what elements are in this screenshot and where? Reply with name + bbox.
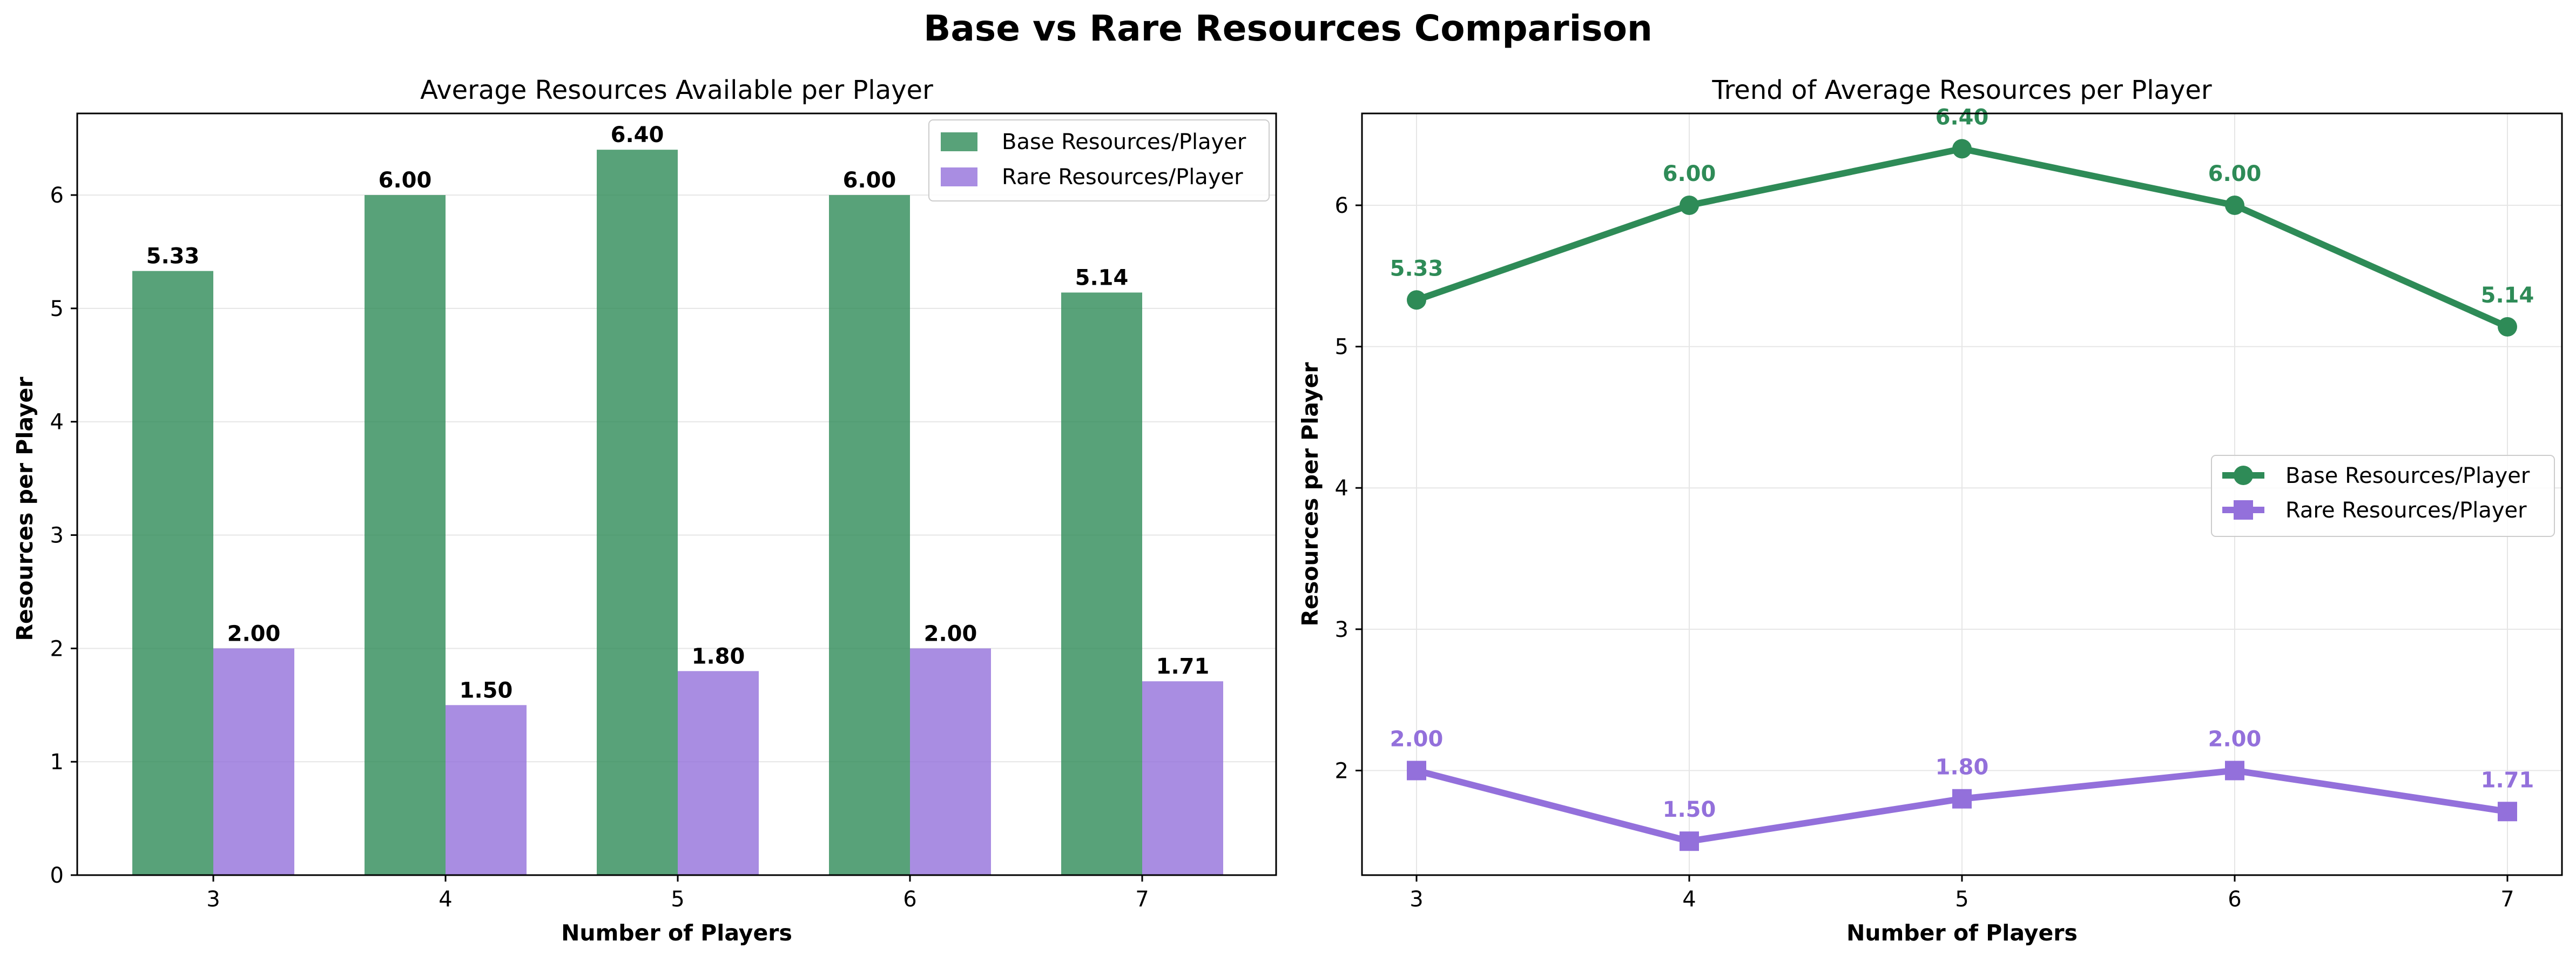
line-value-label: 6.00 [1663,162,1716,186]
line-value-label: 6.00 [2208,162,2262,186]
bar-y-tick-label: 5 [50,297,64,321]
bar-chart-bars: 5.33 6.00 6.40 6.00 5.14 2.00 1.50 1.80 2.00 1.71 [132,123,1223,876]
bar-y-tick-label: 4 [50,410,64,435]
line-chart-frame [1361,112,2563,876]
bar-value-label: 5.14 [1075,266,1129,291]
line-y-tick-label: 4 [1335,476,1348,501]
line-value-label: 6.40 [1936,105,1989,130]
line-rare-point [2498,802,2517,822]
bar-value-label: 2.00 [924,621,977,646]
line-base-point [1680,196,1699,216]
line-chart-ticks: 2 3 4 5 6 3 4 5 6 7 [1335,193,2514,912]
line-y-tick-label: 6 [1335,193,1348,218]
line-value-label: 1.80 [1936,755,1989,780]
bar-value-label: 1.50 [460,678,513,703]
bar-x-tick-label: 5 [671,887,684,912]
bar-rare-6 [910,648,991,875]
bar-chart-legend: Base Resources/Player Rare Resources/Pla… [928,119,1270,201]
line-chart-legend: Base Resources/Player Rare Resources/Pla… [2211,455,2555,537]
line-rare-point [2225,761,2244,781]
line-chart-series: 5.33 6.00 6.40 6.00 5.14 2.00 1.50 1.80 2.00 1.71 [1390,105,2534,851]
line-y-tick-label: 3 [1335,617,1348,642]
bar-legend-box [928,119,1270,201]
line-value-label: 1.50 [1663,797,1716,822]
line-base-point [2225,196,2244,216]
bar-y-tick-label: 1 [50,750,64,775]
bar-y-tick-label: 0 [50,863,64,888]
line-value-label: 2.00 [2208,727,2262,751]
bar-chart-title: Average Resources Available per Player [420,75,933,105]
bar-rare-5 [678,671,759,875]
line-value-label: 5.33 [1390,256,1444,281]
line-legend-marker-base [2234,466,2253,485]
line-value-label: 1.71 [2481,768,2534,792]
line-x-tick-label: 6 [2228,887,2241,912]
line-y-tick-label: 2 [1335,758,1348,783]
line-rare-point [1407,761,1426,781]
bar-x-tick-label: 7 [1135,887,1149,912]
line-x-tick-label: 5 [1955,887,1968,912]
line-value-label: 2.00 [1390,727,1444,751]
bar-legend-label-base: Base Resources/Player [1002,130,1246,154]
bar-y-tick-label: 6 [50,183,64,208]
bar-rare-3 [213,648,294,875]
line-y-tick-label: 5 [1335,335,1348,360]
line-x-tick-label: 7 [2500,887,2514,912]
bar-legend-swatch-base [941,132,977,151]
line-legend-marker-rare [2234,500,2253,520]
line-x-tick-label: 4 [1682,887,1696,912]
line-chart-gridlines [1362,113,2562,875]
bar-value-label: 6.40 [611,123,664,147]
line-legend-box [2211,455,2555,537]
bar-base-3 [132,271,213,875]
bar-y-tick-label: 2 [50,636,64,661]
line-legend-label-rare: Rare Resources/Player [2285,498,2527,523]
line-chart-x-axis-label: Number of Players [1846,920,2078,946]
line-chart-y-axis-label: Resources per Player [1297,362,1323,627]
bar-legend-swatch-rare [941,167,977,186]
line-chart-title: Trend of Average Resources per Player [1711,75,2212,105]
bar-chart-y-axis-label: Resources per Player [12,377,38,641]
line-legend-label-base: Base Resources/Player [2285,463,2530,488]
line-value-label: 5.14 [2481,283,2534,308]
bar-value-label: 1.80 [692,644,745,669]
bar-value-label: 1.71 [1156,654,1210,679]
line-chart-panel: Trend of Average Resources per Player Nu… [1297,75,2563,946]
line-base-point [2498,317,2517,337]
line-rare-point [1680,831,1699,851]
bar-rare-7 [1142,681,1223,875]
line-base-point [1952,139,1972,159]
bar-value-label: 6.00 [843,168,896,193]
line-x-tick-label: 3 [1410,887,1423,912]
bar-value-label: 6.00 [379,168,432,193]
bar-base-4 [365,195,446,876]
bar-base-6 [829,195,910,876]
bar-x-tick-label: 4 [439,887,452,912]
bar-chart-x-axis-label: Number of Players [561,920,792,946]
figure-title: Base vs Rare Resources Comparison [923,8,1653,49]
bar-value-label: 5.33 [146,244,200,269]
bar-legend-label-rare: Rare Resources/Player [1002,165,1243,190]
line-base-point [1407,290,1426,310]
line-rare-point [1952,789,1972,809]
bar-x-tick-label: 6 [903,887,916,912]
bar-chart-ticks: 0 1 2 3 4 5 6 3 4 5 6 7 [50,183,1149,912]
bar-y-tick-label: 3 [50,523,64,548]
bar-base-7 [1061,292,1142,876]
bar-chart-frame [76,112,1277,876]
bar-chart-panel: Average Resources Available per Player N… [12,75,1277,946]
bar-value-label: 2.00 [227,621,281,646]
bar-base-5 [597,150,678,876]
bar-rare-4 [446,705,527,875]
bar-x-tick-label: 3 [206,887,220,912]
